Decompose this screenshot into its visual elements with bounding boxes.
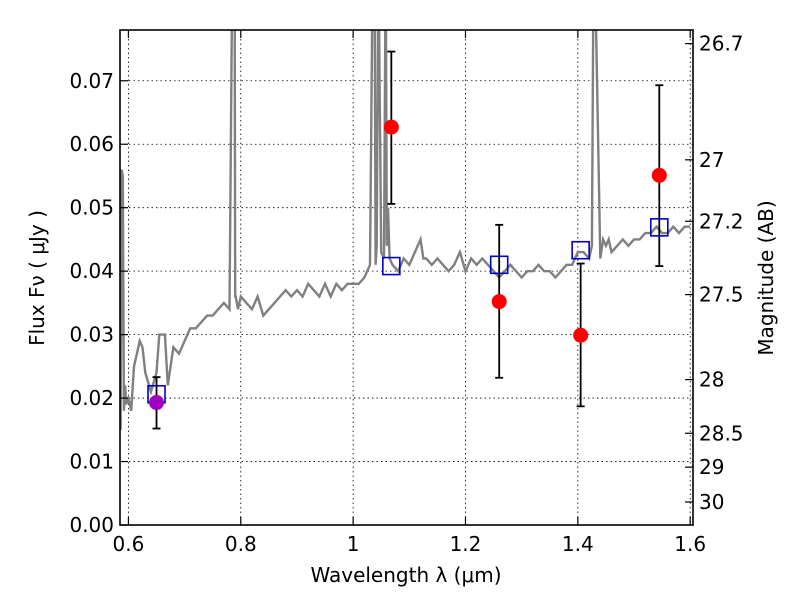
magnitude-tick-label: 26.7 — [699, 32, 744, 56]
x-axis-ticks: 0.6 0.8 1 1.2 1.4 1.6 — [113, 30, 706, 556]
magnitude-tick-label: 29 — [699, 455, 724, 479]
plot-frame — [119, 29, 694, 526]
x-tick-label: 0.8 — [225, 532, 257, 556]
y-tick-label: 0.02 — [69, 386, 114, 410]
magnitude-tick-label: 28.5 — [699, 421, 744, 445]
model-point — [382, 256, 401, 276]
magnitude-axis-label: Magnitude (AB) — [754, 200, 778, 355]
magnitude-tick-label: 28 — [699, 368, 724, 392]
y-tick-label: 0.07 — [69, 69, 114, 93]
observed-point — [383, 119, 399, 135]
x-tick-label: 1.2 — [450, 532, 482, 556]
observed-point — [149, 395, 165, 411]
magnitude-tick-label: 27.5 — [699, 283, 744, 307]
magnitude-axis-ticks: 26.7 27 27.2 27.5 28 28.5 29 30 — [685, 32, 744, 514]
y-axis-ticks: 0.00 0.01 0.02 0.03 0.04 0.05 0.06 0.07 — [69, 69, 128, 537]
x-tick-label: 1.4 — [562, 532, 594, 556]
y-tick-label: 0.01 — [69, 450, 114, 474]
model-point — [571, 240, 590, 260]
model-spectrum-line — [120, 30, 691, 430]
y-tick-label: 0.05 — [69, 196, 114, 220]
observed-point — [573, 327, 589, 343]
spectrum-layer — [120, 30, 691, 430]
y-axis-label: Flux Fν ( μJy ) — [25, 210, 49, 346]
observed-points — [149, 119, 667, 411]
y-tick-label: 0.06 — [69, 132, 114, 156]
magnitude-tick-label: 27 — [699, 148, 724, 172]
x-tick-label: 1.6 — [674, 532, 706, 556]
x-axis-label: Wavelength λ (μm) — [310, 563, 501, 587]
model-point — [649, 218, 669, 237]
model-points — [147, 218, 669, 404]
observed-point — [491, 294, 507, 310]
x-tick-label: 0.6 — [113, 532, 145, 556]
magnitude-tick-label: 27.2 — [699, 209, 744, 233]
x-tick-label: 1 — [347, 532, 360, 556]
plot-background — [120, 30, 693, 525]
y-tick-label: 0.03 — [69, 323, 114, 347]
magnitude-tick-label: 30 — [699, 490, 724, 514]
observed-point — [651, 167, 667, 183]
y-tick-label: 0.04 — [69, 259, 114, 283]
y-tick-label: 0.00 — [69, 513, 114, 537]
model-point — [489, 255, 509, 275]
